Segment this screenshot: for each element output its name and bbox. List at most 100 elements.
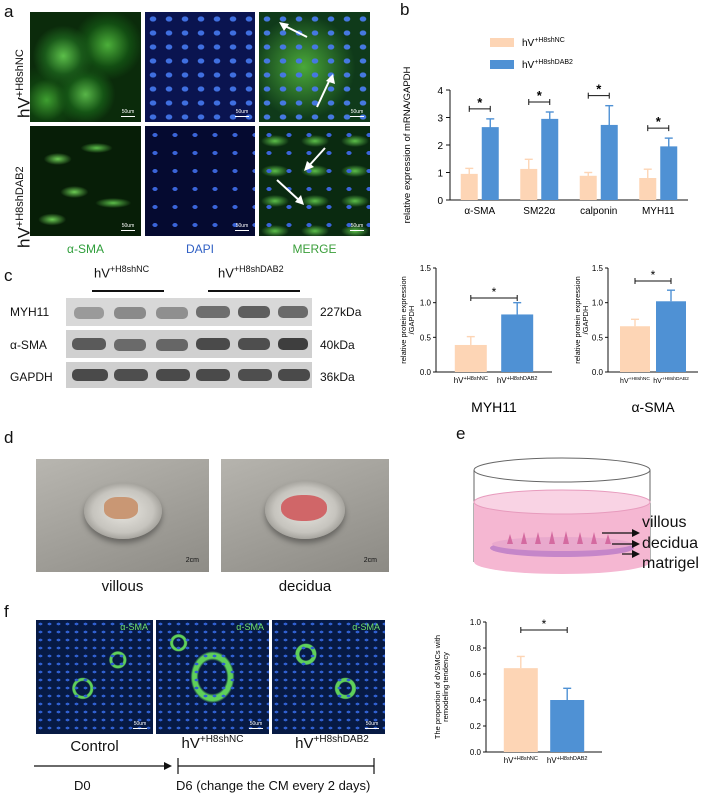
significance-star: * [542,617,547,631]
significance-star: * [492,285,497,299]
x-tick-label: MYH11 [642,206,675,217]
blot-group-label-shnc: hV+H8shNC [94,264,150,281]
column-label-merge: MERGE [292,242,337,256]
y-axis-label: The proportion of dVSMCs withremodeling … [433,635,450,739]
y-axis-label: relative protein expression/GAPDH [399,276,416,364]
blot-size-label: 36kDa [320,370,355,384]
panel-label-e: e [456,424,466,443]
y-axis-label: relative protein expression/GAPDH [573,276,590,364]
chart-title: MYH11 [471,399,517,415]
significance-star: * [656,114,662,129]
y-tick-label: 1.0 [470,618,482,627]
blot-size-label: 40kDa [320,338,355,352]
y-tick-label: 1.5 [592,264,604,273]
scale-bar: 50um [365,721,379,727]
panel-label-b: b [400,0,410,19]
legend-swatch [490,60,514,69]
scale-bar: 50um [133,721,147,727]
diagram-label-villous: villous [642,514,687,531]
y-tick-label: 1 [437,169,443,180]
significance-star: * [651,268,656,282]
x-tick-label: hV+H8shNC [504,756,538,765]
photo-decidua: 2cm [221,459,389,572]
y-tick-label: 0.0 [420,368,432,377]
diagram-culture-setup [452,440,702,580]
blot-group-label-shdab2: hV+H8shDAB2 [218,264,284,281]
scale-bar: 50um [249,721,263,727]
micrograph-f-shdab2: α-SMA 50um [272,620,385,734]
chart-c-myh11: 0.0 0.5 1.0 1.5 relative protein expression/… [399,264,552,415]
legend-swatch [490,38,514,47]
bar [503,668,538,752]
scale-bar: 50um [121,109,135,115]
bar [660,146,678,200]
y-tick-label: 0 [437,196,443,207]
y-tick-label: 3 [437,114,443,125]
bar [541,118,559,200]
scale-bar: 50um [350,109,364,115]
panel-label-c: c [4,266,13,285]
blot-size-label: 227kDa [320,305,362,319]
significance-star: * [477,95,483,110]
diagram-label-matrigel: matrigel [642,555,699,572]
panel-label-d: d [4,428,14,447]
photo-label-villous: villous [101,578,144,595]
micrograph-asma-shdab2: 50um [30,126,141,236]
panel-label-f: f [4,602,9,621]
y-tick-label: 0.2 [470,722,482,731]
column-label-dapi: DAPI [185,242,214,256]
condition-label-shdab2: hV+H8shDAB2 [295,734,369,752]
condition-label-shnc: hV+H8shNC [181,734,244,752]
blot-group-line [92,290,164,292]
y-tick-label: 0.4 [470,696,482,705]
bar [639,178,657,200]
micrograph-merge-shnc: 50um [259,12,370,122]
y-tick-label: 0.6 [470,670,482,679]
chart-title: α-SMA [631,399,675,415]
x-tick-label: hV+H8shNC [620,376,650,385]
y-tick-label: 1.5 [420,264,432,273]
y-tick-label: 0.5 [420,333,432,342]
bar [620,326,650,372]
legend-label: hV+H8shDAB2 [522,59,573,71]
micrograph-asma-shnc: 50um [30,12,141,122]
timeline-label-d0: D0 [74,778,91,793]
micrograph-dapi-shnc: 50um [145,12,255,122]
x-tick-label: hV+H8shDAB2 [547,756,588,765]
blot-strip-myh11 [66,298,312,326]
micrograph-f-shnc: α-SMA 50um [156,620,269,734]
photo-scale-label: 2cm [363,557,377,564]
y-tick-label: 4 [437,86,443,97]
arrow-icon [279,22,335,108]
photo-villous: 2cm [36,459,209,572]
photo-scale-label: 2cm [185,557,199,564]
scale-bar: 50um [121,223,135,229]
chart-f: 0.0 0.2 0.4 0.6 0.8 1.0 The proportion of dVSM… [433,617,602,765]
legend-label: hV+H8shNC [522,37,565,49]
bar [481,127,499,200]
blot-row-label: α-SMA [10,338,47,352]
scale-bar: 50um [235,223,249,229]
condition-label-control: Control [70,738,119,755]
y-tick-label: 0.5 [592,333,604,342]
scale-bar: 50um [350,223,364,229]
y-tick-label: 0.0 [592,368,604,377]
bar [454,344,487,372]
bar [501,314,534,372]
y-tick-label: 1.0 [592,299,604,308]
bar [520,168,538,200]
timeline-label-d6: D6 (change the CM every 2 days) [176,778,371,793]
blot-row-label: GAPDH [10,370,53,384]
scale-bar: 50um [235,109,249,115]
chart-b: 0 1 2 3 4 relative expression of mRNA/GAPDH * α… [402,37,688,223]
image-stain-label: α-SMA [352,622,380,632]
column-label-asma: α-SMA [67,242,104,256]
y-axis-label: relative expression of mRNA/GAPDH [402,66,413,223]
panel-label-a: a [4,2,14,21]
y-tick-label: 0.8 [470,644,482,653]
timeline [34,758,375,774]
blot-strip-gapdh [66,362,312,388]
bar [600,124,618,200]
diagram-label-decidua: decidua [642,535,699,552]
bar [460,173,478,200]
